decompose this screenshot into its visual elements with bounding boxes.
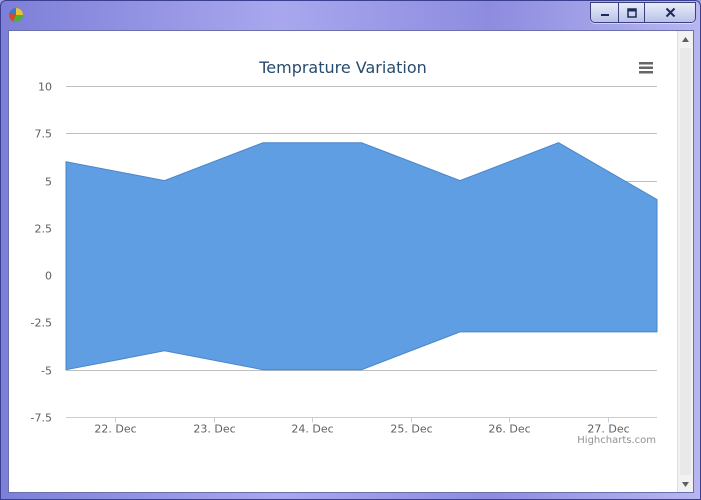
chevron-up-icon: [682, 36, 689, 42]
y-tick-label: -5: [41, 365, 52, 378]
y-axis-labels: 10 7.5 5 2.5 0 -2.5 -5 -7.5: [31, 81, 52, 425]
credits-link[interactable]: Highcharts.com: [577, 435, 656, 446]
y-tick-label: 5: [45, 176, 52, 189]
scroll-up-button[interactable]: [678, 31, 693, 47]
window-controls: [590, 2, 696, 23]
close-icon: [665, 7, 675, 18]
chart-title: Temprature Variation: [258, 58, 427, 77]
y-tick-label: -7.5: [31, 412, 52, 425]
chevron-down-icon: [682, 481, 689, 487]
minimize-icon: [600, 13, 609, 16]
x-tick-label: 26. Dec: [488, 423, 530, 436]
client-area: 10 7.5 5 2.5 0 -2.5 -5 -7.5 22. Dec 23. Dec 24. D…: [8, 30, 694, 493]
temperature-range-area[interactable]: [65, 142, 658, 371]
minimize-button[interactable]: [591, 3, 619, 22]
y-tick-label: -2.5: [31, 317, 52, 330]
close-button[interactable]: [645, 3, 695, 22]
vertical-scrollbar[interactable]: [677, 31, 693, 492]
hamburger-menu-icon[interactable]: [638, 61, 654, 75]
y-tick-label: 2.5: [35, 223, 53, 236]
maximize-button[interactable]: [619, 3, 645, 22]
x-tick-label: 22. Dec: [94, 423, 136, 436]
x-axis-labels: 22. Dec 23. Dec 24. Dec 25. Dec 26. Dec 27. D…: [94, 417, 630, 436]
y-tick-label: 7.5: [35, 128, 53, 141]
scroll-track[interactable]: [680, 48, 691, 475]
x-tick-label: 27. Dec: [587, 423, 629, 436]
x-tick-label: 23. Dec: [193, 423, 235, 436]
x-tick-label: 25. Dec: [390, 423, 432, 436]
scroll-down-button[interactable]: [678, 476, 693, 492]
x-tick-label: 24. Dec: [291, 423, 333, 436]
area-range-chart: 10 7.5 5 2.5 0 -2.5 -5 -7.5 22. Dec 23. Dec 24. D…: [31, 58, 658, 446]
maximize-icon: [626, 7, 637, 18]
pie-chart-icon[interactable]: [8, 7, 24, 23]
title-bar[interactable]: [1, 1, 700, 29]
y-tick-label: 0: [45, 270, 52, 283]
y-tick-label: 10: [38, 81, 52, 94]
